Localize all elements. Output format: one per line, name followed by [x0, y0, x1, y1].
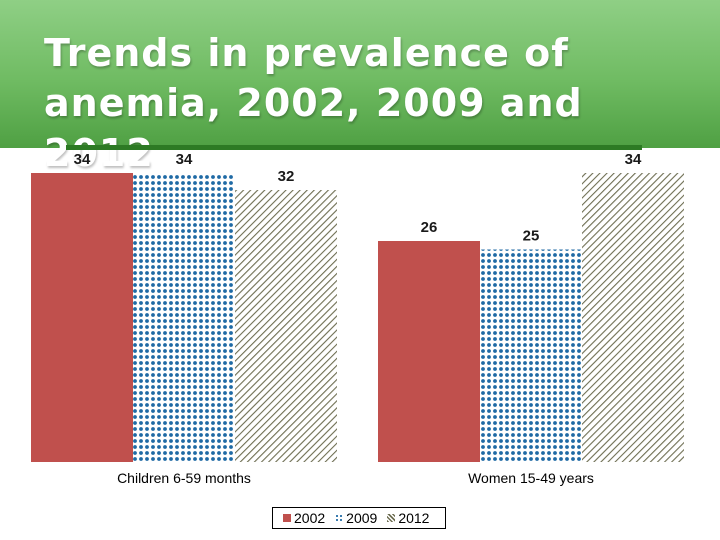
title-underline [66, 145, 642, 150]
bar-children-6-59-months-2009 [133, 173, 235, 462]
bar-chart: 34 34 32 Children 6-59 months 26 25 34 Women 15… [31, 151, 684, 486]
legend-swatch-2002 [283, 514, 291, 522]
legend-label-2012: 2012 [398, 510, 430, 526]
data-label-children-6-59-months-2009: 34 [176, 151, 193, 168]
bar-women-15-49-years-2012 [582, 173, 684, 462]
slide-title: Trends in prevalence of anemia, 2002, 20… [44, 28, 704, 178]
data-label-women-15-49-years-2009: 25 [523, 228, 540, 245]
chart-legend: 2002 2009 2012 [272, 507, 446, 529]
slide-title-line-2: anemia, 2002, 2009 and 2012 [44, 81, 583, 175]
data-label-children-6-59-months-2002: 34 [74, 151, 91, 168]
data-label-children-6-59-months-2012: 32 [278, 168, 295, 185]
legend-swatch-2009 [335, 514, 344, 522]
legend-label-2009: 2009 [346, 510, 378, 526]
title-band [0, 0, 720, 148]
category-label-women-15-49-years: Women 15-49 years [468, 470, 594, 486]
category-label-children-6-59-months: Children 6-59 months [117, 470, 251, 486]
legend-item-2009: 2009 [335, 510, 377, 526]
bar-children-6-59-months-2012 [235, 190, 337, 462]
legend-item-2012: 2012 [387, 510, 429, 526]
bar-women-15-49-years-2002 [378, 241, 480, 462]
legend-swatch-2012 [387, 514, 396, 522]
bar-women-15-49-years-2009 [480, 249, 582, 462]
data-label-women-15-49-years-2012: 34 [625, 151, 642, 168]
data-label-women-15-49-years-2002: 26 [421, 219, 438, 236]
legend-item-2002: 2002 [283, 510, 325, 526]
legend-label-2002: 2002 [294, 510, 326, 526]
slide-title-line-1: Trends in prevalence of [44, 31, 569, 75]
bar-children-6-59-months-2002 [31, 173, 133, 462]
